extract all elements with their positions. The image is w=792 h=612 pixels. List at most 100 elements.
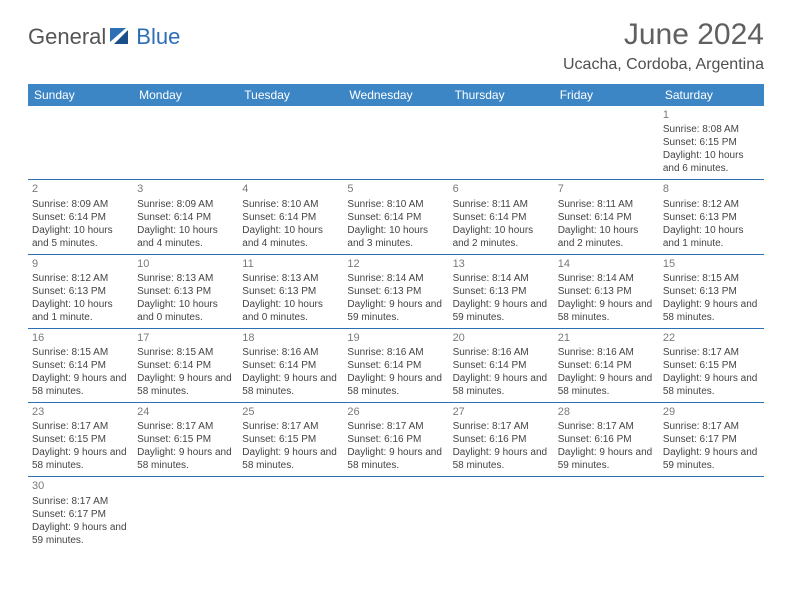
day-number: 28 bbox=[558, 405, 655, 419]
sunrise-text: Sunrise: 8:16 AM bbox=[242, 346, 339, 359]
sunset-text: Sunset: 6:13 PM bbox=[453, 285, 550, 298]
calendar-table: Sunday Monday Tuesday Wednesday Thursday… bbox=[28, 84, 764, 551]
calendar-cell bbox=[133, 106, 238, 180]
calendar-cell: 29Sunrise: 8:17 AMSunset: 6:17 PMDayligh… bbox=[659, 403, 764, 477]
sunrise-text: Sunrise: 8:17 AM bbox=[32, 420, 129, 433]
calendar-cell: 17Sunrise: 8:15 AMSunset: 6:14 PMDayligh… bbox=[133, 328, 238, 402]
sunset-text: Sunset: 6:14 PM bbox=[453, 211, 550, 224]
calendar-cell: 30Sunrise: 8:17 AMSunset: 6:17 PMDayligh… bbox=[28, 477, 133, 551]
sunset-text: Sunset: 6:14 PM bbox=[137, 211, 234, 224]
sunset-text: Sunset: 6:13 PM bbox=[663, 211, 760, 224]
daylight-text: Daylight: 9 hours and 58 minutes. bbox=[32, 446, 129, 472]
sunset-text: Sunset: 6:16 PM bbox=[558, 433, 655, 446]
sunrise-text: Sunrise: 8:11 AM bbox=[558, 198, 655, 211]
sunrise-text: Sunrise: 8:17 AM bbox=[663, 346, 760, 359]
sunset-text: Sunset: 6:17 PM bbox=[663, 433, 760, 446]
sunrise-text: Sunrise: 8:17 AM bbox=[32, 495, 129, 508]
daylight-text: Daylight: 10 hours and 2 minutes. bbox=[558, 224, 655, 250]
sunrise-text: Sunrise: 8:15 AM bbox=[137, 346, 234, 359]
day-number: 14 bbox=[558, 257, 655, 271]
day-number: 27 bbox=[453, 405, 550, 419]
day-number: 18 bbox=[242, 331, 339, 345]
sunset-text: Sunset: 6:13 PM bbox=[242, 285, 339, 298]
day-number: 22 bbox=[663, 331, 760, 345]
daylight-text: Daylight: 10 hours and 1 minute. bbox=[663, 224, 760, 250]
sunset-text: Sunset: 6:14 PM bbox=[558, 359, 655, 372]
month-title: June 2024 bbox=[563, 18, 764, 52]
sunrise-text: Sunrise: 8:16 AM bbox=[453, 346, 550, 359]
calendar-cell bbox=[554, 106, 659, 180]
calendar-cell: 21Sunrise: 8:16 AMSunset: 6:14 PMDayligh… bbox=[554, 328, 659, 402]
calendar-cell bbox=[238, 477, 343, 551]
sunrise-text: Sunrise: 8:09 AM bbox=[32, 198, 129, 211]
sunset-text: Sunset: 6:14 PM bbox=[558, 211, 655, 224]
sunset-text: Sunset: 6:16 PM bbox=[453, 433, 550, 446]
sunrise-text: Sunrise: 8:15 AM bbox=[32, 346, 129, 359]
sunrise-text: Sunrise: 8:14 AM bbox=[558, 272, 655, 285]
day-number: 15 bbox=[663, 257, 760, 271]
sunrise-text: Sunrise: 8:17 AM bbox=[558, 420, 655, 433]
day-number: 2 bbox=[32, 182, 129, 196]
daylight-text: Daylight: 9 hours and 58 minutes. bbox=[242, 446, 339, 472]
daylight-text: Daylight: 9 hours and 58 minutes. bbox=[32, 372, 129, 398]
calendar-cell bbox=[343, 477, 448, 551]
daylight-text: Daylight: 9 hours and 59 minutes. bbox=[347, 298, 444, 324]
sunset-text: Sunset: 6:15 PM bbox=[663, 359, 760, 372]
sunrise-text: Sunrise: 8:13 AM bbox=[242, 272, 339, 285]
calendar-cell: 14Sunrise: 8:14 AMSunset: 6:13 PMDayligh… bbox=[554, 254, 659, 328]
calendar-body: 1Sunrise: 8:08 AMSunset: 6:15 PMDaylight… bbox=[28, 106, 764, 551]
daylight-text: Daylight: 9 hours and 58 minutes. bbox=[558, 298, 655, 324]
day-number: 12 bbox=[347, 257, 444, 271]
sunset-text: Sunset: 6:13 PM bbox=[137, 285, 234, 298]
sunrise-text: Sunrise: 8:11 AM bbox=[453, 198, 550, 211]
sunset-text: Sunset: 6:15 PM bbox=[242, 433, 339, 446]
sunset-text: Sunset: 6:15 PM bbox=[32, 433, 129, 446]
calendar-cell: 23Sunrise: 8:17 AMSunset: 6:15 PMDayligh… bbox=[28, 403, 133, 477]
sunrise-text: Sunrise: 8:10 AM bbox=[242, 198, 339, 211]
daylight-text: Daylight: 10 hours and 6 minutes. bbox=[663, 149, 760, 175]
calendar-cell bbox=[554, 477, 659, 551]
daylight-text: Daylight: 10 hours and 4 minutes. bbox=[137, 224, 234, 250]
calendar-cell: 13Sunrise: 8:14 AMSunset: 6:13 PMDayligh… bbox=[449, 254, 554, 328]
calendar-cell: 3Sunrise: 8:09 AMSunset: 6:14 PMDaylight… bbox=[133, 180, 238, 254]
calendar-cell bbox=[449, 477, 554, 551]
sunrise-text: Sunrise: 8:13 AM bbox=[137, 272, 234, 285]
sunset-text: Sunset: 6:13 PM bbox=[558, 285, 655, 298]
calendar-cell: 10Sunrise: 8:13 AMSunset: 6:13 PMDayligh… bbox=[133, 254, 238, 328]
weekday-header: Friday bbox=[554, 84, 659, 106]
day-number: 16 bbox=[32, 331, 129, 345]
sunrise-text: Sunrise: 8:17 AM bbox=[347, 420, 444, 433]
calendar-row: 16Sunrise: 8:15 AMSunset: 6:14 PMDayligh… bbox=[28, 328, 764, 402]
sunrise-text: Sunrise: 8:17 AM bbox=[242, 420, 339, 433]
daylight-text: Daylight: 10 hours and 1 minute. bbox=[32, 298, 129, 324]
day-number: 6 bbox=[453, 182, 550, 196]
calendar-cell bbox=[449, 106, 554, 180]
calendar-cell: 22Sunrise: 8:17 AMSunset: 6:15 PMDayligh… bbox=[659, 328, 764, 402]
calendar-cell: 9Sunrise: 8:12 AMSunset: 6:13 PMDaylight… bbox=[28, 254, 133, 328]
daylight-text: Daylight: 9 hours and 59 minutes. bbox=[663, 446, 760, 472]
daylight-text: Daylight: 9 hours and 58 minutes. bbox=[137, 372, 234, 398]
calendar-row: 9Sunrise: 8:12 AMSunset: 6:13 PMDaylight… bbox=[28, 254, 764, 328]
daylight-text: Daylight: 10 hours and 2 minutes. bbox=[453, 224, 550, 250]
weekday-header: Wednesday bbox=[343, 84, 448, 106]
day-number: 19 bbox=[347, 331, 444, 345]
sunrise-text: Sunrise: 8:09 AM bbox=[137, 198, 234, 211]
sunset-text: Sunset: 6:14 PM bbox=[453, 359, 550, 372]
daylight-text: Daylight: 9 hours and 59 minutes. bbox=[32, 521, 129, 547]
sunrise-text: Sunrise: 8:17 AM bbox=[663, 420, 760, 433]
calendar-cell: 6 Sunrise: 8:11 AMSunset: 6:14 PMDaylight… bbox=[449, 180, 554, 254]
day-number: 8 bbox=[663, 182, 760, 196]
logo-text-general: General bbox=[28, 24, 106, 50]
sunset-text: Sunset: 6:14 PM bbox=[242, 211, 339, 224]
weekday-header: Thursday bbox=[449, 84, 554, 106]
flag-icon bbox=[110, 26, 132, 49]
calendar-cell: 11Sunrise: 8:13 AMSunset: 6:13 PMDayligh… bbox=[238, 254, 343, 328]
daylight-text: Daylight: 9 hours and 59 minutes. bbox=[453, 298, 550, 324]
sunset-text: Sunset: 6:14 PM bbox=[32, 359, 129, 372]
weekday-header: Saturday bbox=[659, 84, 764, 106]
weekday-header: Sunday bbox=[28, 84, 133, 106]
sunset-text: Sunset: 6:13 PM bbox=[663, 285, 760, 298]
calendar-cell: 27Sunrise: 8:17 AMSunset: 6:16 PMDayligh… bbox=[449, 403, 554, 477]
calendar-cell: 5Sunrise: 8:10 AMSunset: 6:14 PMDaylight… bbox=[343, 180, 448, 254]
day-number: 5 bbox=[347, 182, 444, 196]
